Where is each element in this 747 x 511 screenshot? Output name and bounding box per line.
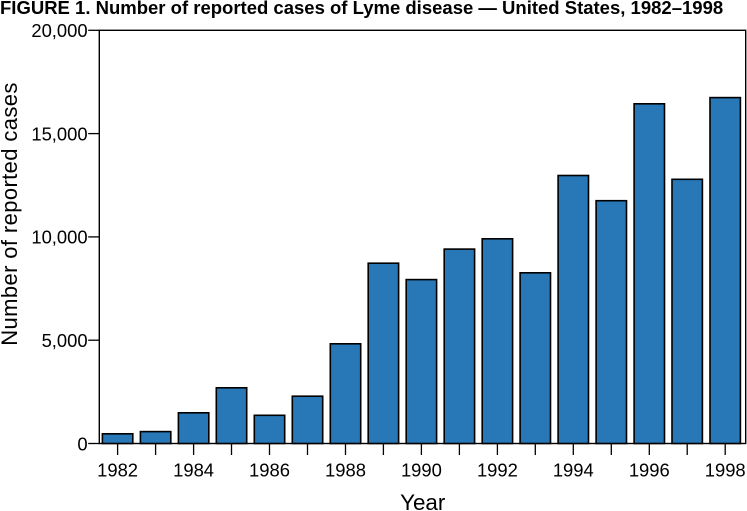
svg-text:FIGURE 1. Number of reported c: FIGURE 1. Number of reported cases of Ly… [0,0,723,18]
svg-text:15,000: 15,000 [31,123,87,144]
svg-text:1982: 1982 [97,460,138,481]
svg-text:1986: 1986 [249,460,290,481]
svg-text:20,000: 20,000 [31,20,87,41]
svg-text:Year: Year [400,490,446,511]
svg-text:1998: 1998 [705,460,746,481]
svg-text:Number of reported cases: Number of reported cases [0,82,22,345]
svg-text:1994: 1994 [553,460,594,481]
svg-text:1990: 1990 [401,460,442,481]
svg-text:1996: 1996 [629,460,670,481]
svg-text:1992: 1992 [477,460,518,481]
svg-text:0: 0 [77,433,87,454]
svg-text:10,000: 10,000 [31,227,87,248]
svg-text:1988: 1988 [325,460,366,481]
svg-text:1984: 1984 [173,460,214,481]
svg-text:5,000: 5,000 [42,330,88,351]
